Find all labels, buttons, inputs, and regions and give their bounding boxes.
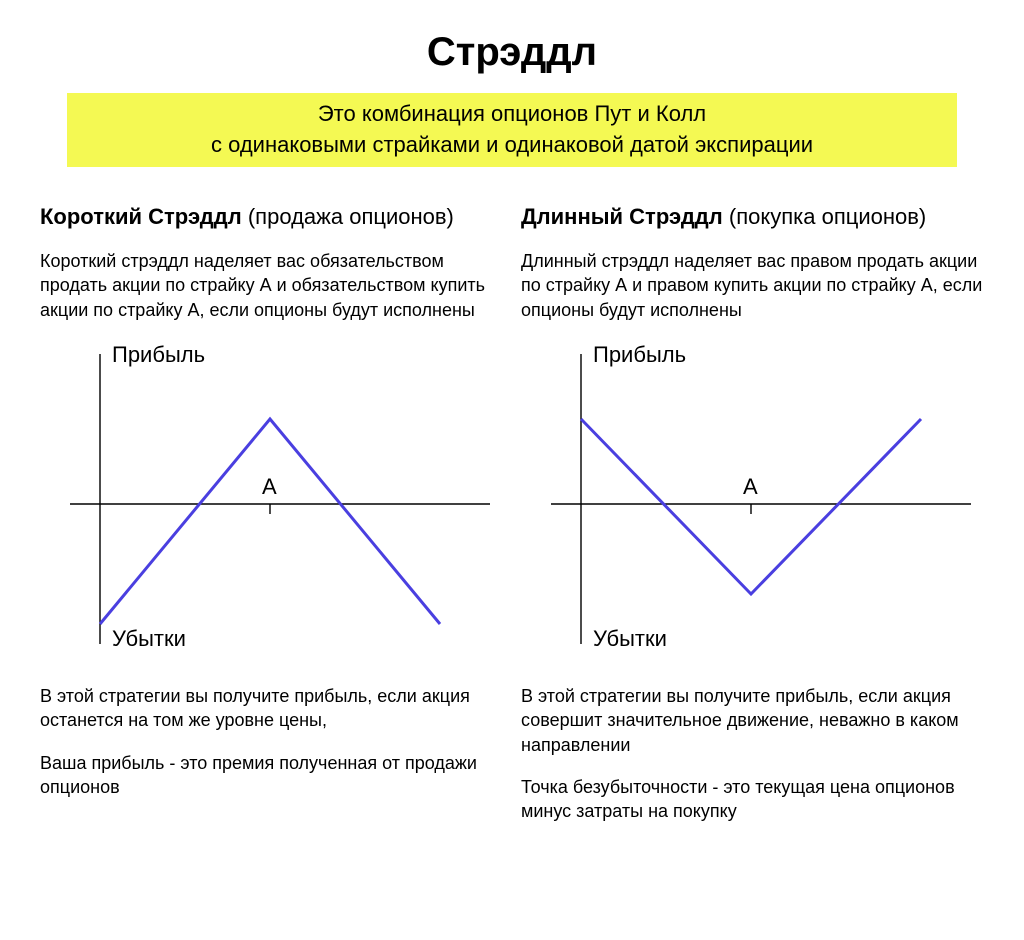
left-heading-paren: (продажа опционов): [248, 204, 454, 229]
right-label-loss: Убытки: [593, 626, 667, 652]
left-para1: В этой стратегии вы получите прибыль, ес…: [40, 684, 503, 733]
left-label-A: A: [262, 474, 277, 500]
right-heading-paren: (покупка опционов): [729, 204, 926, 229]
right-column: Длинный Стрэддл (покупка опционов) Длинн…: [521, 203, 984, 842]
left-para2: Ваша прибыль - это премия полученная от …: [40, 751, 503, 800]
subtitle-line1: Это комбинация опционов Пут и Колл: [318, 101, 706, 126]
columns-container: Короткий Стрэддл (продажа опционов) Коро…: [40, 203, 984, 842]
right-heading: Длинный Стрэддл (покупка опционов): [521, 203, 984, 232]
left-label-profit: Прибыль: [112, 342, 205, 368]
subtitle-highlight: Это комбинация опционов Пут и Колл с оди…: [67, 93, 957, 167]
left-intro: Короткий стрэддл наделяет вас обязательс…: [40, 249, 503, 322]
right-intro: Длинный стрэддл наделяет вас правом прод…: [521, 249, 984, 322]
subtitle-line2: с одинаковыми страйками и одинаковой дат…: [211, 132, 813, 157]
left-chart: Прибыль Убытки A: [40, 334, 500, 654]
right-para1: В этой стратегии вы получите прибыль, ес…: [521, 684, 984, 757]
right-label-A: A: [743, 474, 758, 500]
right-label-profit: Прибыль: [593, 342, 686, 368]
page-title: Стрэддл: [40, 30, 984, 75]
left-column: Короткий Стрэддл (продажа опционов) Коро…: [40, 203, 503, 842]
left-label-loss: Убытки: [112, 626, 186, 652]
right-heading-bold: Длинный Стрэддл: [521, 204, 723, 229]
right-chart: Прибыль Убытки A: [521, 334, 981, 654]
left-heading-bold: Короткий Стрэддл: [40, 204, 242, 229]
left-heading: Короткий Стрэддл (продажа опционов): [40, 203, 503, 232]
left-payoff-line: [100, 419, 440, 624]
right-para2: Точка безубыточности - это текущая цена …: [521, 775, 984, 824]
